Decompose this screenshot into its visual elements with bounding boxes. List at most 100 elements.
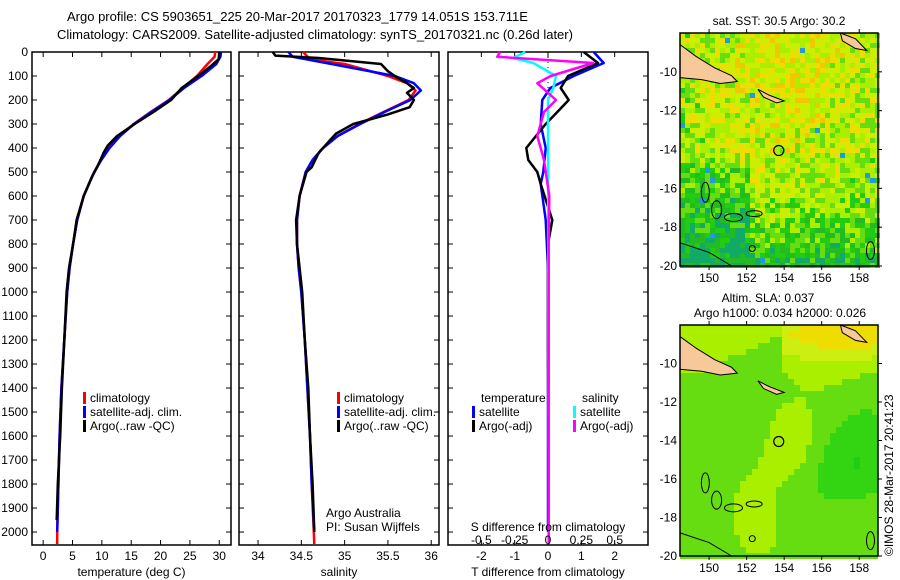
map-cell <box>734 451 740 457</box>
map-cell <box>800 213 805 218</box>
map-cell <box>840 78 845 83</box>
map-cell <box>710 258 715 263</box>
map-cell <box>788 397 794 403</box>
map-cell <box>765 158 770 163</box>
map-cell <box>825 103 830 108</box>
map-cell <box>755 203 760 208</box>
map-cell <box>764 529 770 535</box>
y-tick-label: 100 <box>8 69 28 83</box>
map-cell <box>812 457 818 463</box>
map-cell <box>770 123 775 128</box>
map-cell <box>760 78 765 83</box>
map-cell <box>850 238 855 243</box>
y-tick-label: 1700 <box>1 453 28 467</box>
map-cell <box>854 433 860 439</box>
map-cell <box>720 113 725 118</box>
map-cell <box>725 243 730 248</box>
map-cell <box>720 233 725 238</box>
map-cell <box>764 379 770 385</box>
map-cell <box>685 98 690 103</box>
map-cell <box>758 325 764 331</box>
x-tick-label: -1 <box>509 549 520 563</box>
map-cell <box>860 355 866 361</box>
map-cell <box>820 228 825 233</box>
map-cell <box>776 403 782 409</box>
map-cell <box>782 415 788 421</box>
map-cell <box>735 178 740 183</box>
map-cell <box>806 433 812 439</box>
map-cell <box>770 63 775 68</box>
map-cell <box>730 73 735 78</box>
map-cell <box>686 391 692 397</box>
map-cell <box>758 421 764 427</box>
map-cell <box>855 173 860 178</box>
map-cell <box>848 541 854 547</box>
map-cell <box>740 355 746 361</box>
map-cell <box>740 493 746 499</box>
map-cell <box>830 218 835 223</box>
map-cell <box>745 198 750 203</box>
map-cell <box>735 208 740 213</box>
map-cell <box>806 481 812 487</box>
map-cell <box>755 218 760 223</box>
map-cell <box>870 78 875 83</box>
map-cell <box>735 63 740 68</box>
map-cell <box>855 188 860 193</box>
map-cell <box>716 397 722 403</box>
map-cell <box>845 223 850 228</box>
map-cell <box>812 385 818 391</box>
map-cell <box>810 198 815 203</box>
map-cell <box>860 208 865 213</box>
map-cell <box>758 373 764 379</box>
map-cell <box>860 493 866 499</box>
map-cell <box>735 148 740 153</box>
map-cell <box>758 547 764 553</box>
map-cell <box>812 535 818 541</box>
map-cell <box>794 331 800 337</box>
map-cell <box>735 128 740 133</box>
map-cell <box>872 331 878 337</box>
map-cell <box>716 511 722 517</box>
map-cell <box>705 88 710 93</box>
map-cell <box>872 433 878 439</box>
map-cell <box>800 355 806 361</box>
map-cell <box>850 253 855 258</box>
map-cell <box>800 457 806 463</box>
map-cell <box>842 337 848 343</box>
map-cell <box>735 153 740 158</box>
map-cell <box>825 128 830 133</box>
map-cell <box>728 421 734 427</box>
map-cell <box>720 58 725 63</box>
map-cell <box>690 93 695 98</box>
map-cell <box>865 33 870 38</box>
map-cell <box>734 343 740 349</box>
map-cell <box>866 445 872 451</box>
map-cell <box>865 83 870 88</box>
map-cell <box>785 248 790 253</box>
map-cell <box>770 103 775 108</box>
map-cell <box>692 325 698 331</box>
map-cell <box>704 493 710 499</box>
map-cell <box>765 113 770 118</box>
map-cell <box>790 63 795 68</box>
map-cell <box>850 53 855 58</box>
map-cell <box>800 183 805 188</box>
map-cell <box>690 98 695 103</box>
map-cell <box>740 427 746 433</box>
map-cell <box>812 439 818 445</box>
map-cell <box>820 113 825 118</box>
map-cell <box>845 103 850 108</box>
map-cell <box>690 248 695 253</box>
map-cell <box>695 53 700 58</box>
map-cell <box>745 48 750 53</box>
map-cell <box>842 493 848 499</box>
map-cell <box>830 213 835 218</box>
map-cell <box>800 173 805 178</box>
map-cell <box>825 218 830 223</box>
map-cell <box>870 113 875 118</box>
map-cell <box>725 118 730 123</box>
map-cell <box>806 367 812 373</box>
map-cell <box>704 421 710 427</box>
map-cell <box>700 228 705 233</box>
map-cell <box>746 433 752 439</box>
